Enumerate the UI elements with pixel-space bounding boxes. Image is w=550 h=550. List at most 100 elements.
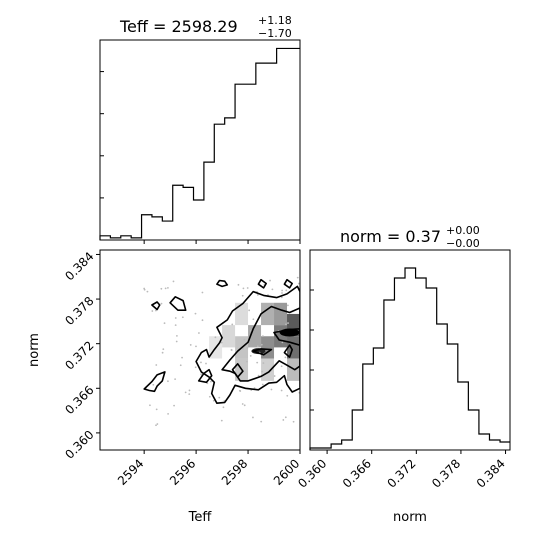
teff-title: Teff = 2598.29 [119,17,238,36]
sample-point [297,282,300,285]
sample-point [218,396,221,399]
sample-point [174,378,177,381]
sample-point [246,346,249,349]
contour-line-8 [221,305,300,382]
teff-title-minus: −1.70 [258,27,292,40]
sample-point [262,362,265,364]
sample-point [189,344,192,346]
sample-point [143,288,146,291]
teff-xtick-label-0: 2594 [115,456,146,487]
sample-point [287,304,289,307]
sample-point [252,416,254,419]
norm-xtick-label-3: 0.378 [429,456,463,490]
sample-point [164,287,167,290]
sample-point [243,338,246,341]
norm-ytick-label-3: 0.366 [62,383,96,417]
sample-point [243,404,246,407]
norm-histogram-frame [309,249,511,451]
sample-point [281,341,284,344]
contour-line-5 [143,371,166,393]
sample-point [292,420,295,423]
contour-layer [143,276,300,427]
sample-point [201,319,204,322]
sample-point [195,345,197,348]
sample-point [160,287,163,290]
norm-xtick-label-0: 0.360 [295,456,329,490]
sample-point [257,374,260,377]
sample-point [188,393,191,396]
sample-point [252,318,255,321]
sample-point [273,375,276,377]
sample-point [261,383,264,386]
norm-xtick-label-1: 0.366 [340,456,374,490]
sample-point [249,354,252,357]
sample-point [155,424,157,427]
sample-point [200,361,202,364]
contour-line-1 [151,301,161,311]
norm-title-minus: −0.00 [446,237,480,250]
sample-point [181,356,183,359]
sample-point [188,389,191,392]
sample-point [212,399,215,402]
sample-point [205,362,207,365]
norm-ylabel: norm [27,333,42,367]
norm-title: norm = 0.37 [340,227,441,246]
sample-point [284,416,287,419]
teff-histogram-frame [99,39,301,241]
sample-point [280,365,283,368]
sample-point [280,389,283,392]
sample-point [155,408,158,411]
norm-ytick-label-0: 0.384 [62,249,96,283]
contour-frame [99,249,301,451]
sample-point [242,347,244,350]
sample-point [230,349,233,352]
sample-point [231,323,234,326]
sample-point [154,309,157,312]
sample-point [181,316,184,319]
sample-point [256,361,259,364]
norm-histogram-step [309,267,510,450]
sample-point [242,287,245,290]
sample-point [241,294,244,297]
sample-point [285,323,287,326]
sample-point [167,412,169,415]
sample-point [220,419,223,422]
density-cell-13 [274,302,288,326]
sample-point [198,332,200,334]
sample-point [220,341,223,344]
sample-point [156,423,159,425]
sample-point [287,322,289,324]
density-cell-3 [261,336,275,359]
norm-ytick-label-4: 0.360 [62,428,96,462]
sample-point [160,302,163,305]
density-cell-0 [222,325,236,348]
sample-point [162,348,165,351]
sample-point [174,317,177,319]
sample-point [248,309,251,312]
sample-point [246,360,248,363]
sample-point [222,406,225,409]
sample-point [282,419,285,421]
sample-point [161,351,164,354]
sample-point [281,289,284,292]
sample-point [201,291,204,294]
contour-line-6 [197,368,213,384]
sample-point [167,380,169,383]
sample-point [256,345,259,348]
contour-line-12 [283,344,293,358]
sample-point [179,364,182,367]
sample-point [249,330,252,332]
contour-line-0 [169,296,187,311]
sample-point [296,276,299,279]
sample-point [269,279,271,282]
sample-point [241,403,244,405]
norm-xtick-label-2: 0.372 [384,456,418,490]
density-cell-8 [235,302,249,326]
sample-point [271,288,274,291]
density-cell-11 [261,358,275,381]
norm-ytick-label-1: 0.378 [62,294,96,328]
sample-point [285,289,288,292]
teff-xlabel: Teff [188,510,213,525]
sample-point [184,391,187,394]
